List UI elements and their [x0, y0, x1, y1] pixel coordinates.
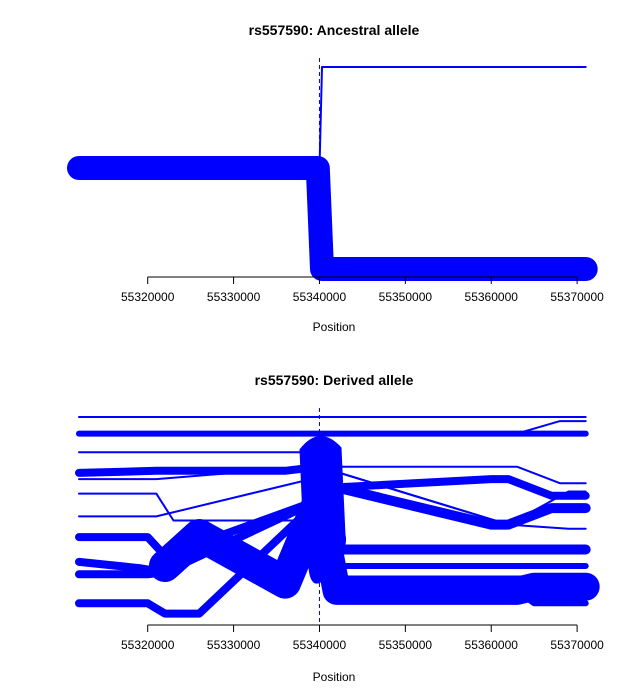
haplotype-line — [78, 420, 587, 435]
derived-x-axis-label: Position — [313, 670, 356, 684]
haplotype-line — [316, 496, 589, 607]
x-tick-label: 55320000 — [121, 638, 175, 652]
haplotype-core — [299, 435, 347, 584]
ancestral-title: rs557590: Ancestral allele — [249, 22, 420, 38]
x-tick-label: 55330000 — [207, 290, 261, 304]
x-tick-label: 55370000 — [550, 638, 604, 652]
ancestral-x-axis-label: Position — [313, 320, 356, 334]
x-tick-label: 55320000 — [121, 290, 175, 304]
x-tick-label: 55330000 — [207, 638, 261, 652]
haplotype-line — [318, 465, 587, 530]
ancestral-plot-area — [67, 58, 598, 281]
x-tick-label: 55350000 — [379, 638, 433, 652]
derived-title: rs557590: Derived allele — [255, 372, 414, 388]
haplotype-line — [67, 156, 598, 281]
derived-x-ticks: 55320000 55330000 55340000 55350000 55360000… — [121, 625, 604, 652]
derived-plot-area — [75, 408, 600, 625]
haplotype-line — [75, 495, 324, 560]
haplotype-line — [75, 462, 324, 477]
derived-panel: rs557590: Derived allele 55320000 5533000… — [75, 372, 604, 684]
haplotype-line — [318, 66, 587, 169]
x-tick-label: 55360000 — [465, 290, 519, 304]
ancestral-x-ticks: 55320000 55330000 55340000 55350000 55360000… — [121, 277, 604, 304]
x-tick-label: 55370000 — [550, 290, 604, 304]
haplotype-line — [75, 495, 324, 618]
haplotype-line — [75, 495, 324, 577]
x-tick-label: 55360000 — [465, 638, 519, 652]
haplotype-line — [318, 465, 587, 485]
ancestral-panel: rs557590: Ancestral allele 55320000 55330… — [67, 22, 604, 334]
x-tick-label: 55340000 — [293, 290, 347, 304]
x-tick-label: 55340000 — [293, 638, 347, 652]
x-tick-label: 55350000 — [379, 290, 433, 304]
